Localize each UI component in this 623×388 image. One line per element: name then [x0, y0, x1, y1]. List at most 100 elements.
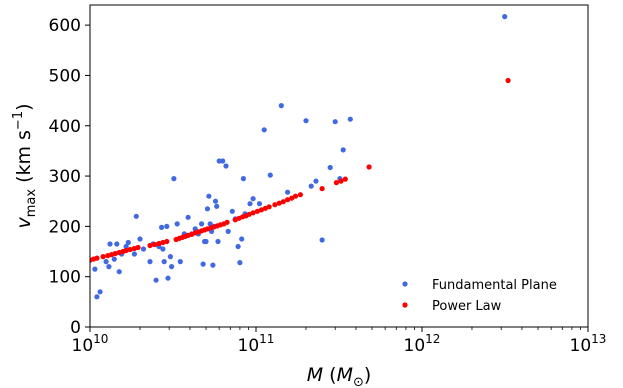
points-layer [90, 14, 511, 300]
y-tick-label: 400 [49, 117, 81, 137]
power-law-point [94, 255, 100, 261]
power-law-point [112, 250, 118, 257]
fundamental-plane-point [214, 203, 220, 209]
power-law-point [100, 254, 106, 260]
power-law-point [127, 246, 133, 253]
fundamental-plane-point [203, 238, 209, 245]
fundamental-plane-point [237, 260, 243, 266]
x-axis-label-unit-sub: ⊙ [353, 375, 364, 388]
y-axis-label: vmax (km s−1) [11, 103, 39, 228]
power-law-point [297, 192, 303, 198]
fundamental-plane-point [212, 198, 219, 204]
fundamental-plane-point [347, 116, 353, 122]
fundamental-plane-point [313, 178, 319, 184]
power-law-point [272, 202, 278, 208]
power-law-point [285, 197, 291, 203]
fundamental-plane-point [250, 196, 256, 202]
fundamental-plane-point [147, 259, 153, 265]
fundamental-plane-point [165, 275, 171, 281]
fundamental-plane-point [502, 14, 508, 20]
legend-marker-power-law [402, 302, 408, 308]
fundamental-plane-point [215, 238, 221, 245]
y-axis-label-var: v [13, 217, 35, 229]
power-law-point [333, 180, 339, 186]
x-axis-label-unit: M [337, 364, 353, 386]
y-axis-label-close: ) [13, 103, 35, 110]
fundamental-plane-point [239, 236, 245, 242]
x-axis-label: M (M⊙) [307, 364, 372, 388]
power-law-point [280, 199, 286, 205]
power-law-point [135, 244, 141, 251]
fundamental-plane-point [327, 164, 333, 171]
power-law-point [366, 164, 372, 170]
fundamental-plane-point [125, 239, 131, 246]
y-tick-label: 0 [70, 318, 81, 338]
legend-label-fundamental-plane: Fundamental Plane [432, 278, 557, 293]
y-tick-label: 100 [49, 268, 81, 288]
power-law-point [319, 186, 325, 192]
fundamental-plane-point [140, 246, 147, 252]
fundamental-plane-point [185, 214, 191, 220]
x-axis-label-open: ( [323, 364, 336, 386]
x-axis-label-var: M [307, 364, 323, 386]
fundamental-plane-point [107, 241, 113, 247]
fundamental-plane-point [174, 221, 180, 227]
fundamental-plane-point [94, 294, 100, 300]
power-law-point [292, 193, 299, 199]
x-tick-label: 1011 [238, 332, 275, 356]
x-axis-label-close: ) [364, 364, 371, 386]
fundamental-plane-point [103, 259, 109, 265]
y-axis-label-unit-sup: −1 [11, 111, 26, 130]
fundamental-plane-point [229, 208, 235, 214]
fundamental-plane-point [133, 213, 139, 219]
fundamental-plane-point [319, 237, 325, 243]
legend: Fundamental Plane Power Law [402, 278, 557, 314]
fundamental-plane-point [97, 289, 103, 295]
fundamental-plane-point [303, 118, 309, 124]
power-law-point [342, 176, 348, 182]
fundamental-plane-point [210, 262, 216, 268]
x-tick-label: 1013 [570, 332, 607, 356]
power-law-point [147, 242, 153, 249]
fundamental-plane-point [278, 103, 284, 109]
fundamental-plane-point [261, 127, 267, 133]
fundamental-plane-point [199, 221, 205, 227]
power-law-point [224, 219, 230, 225]
y-tick-label: 600 [49, 16, 81, 36]
power-law-point [250, 210, 256, 216]
legend-label-power-law: Power Law [432, 299, 502, 314]
fundamental-plane-point [204, 206, 211, 212]
x-axis: 1010 1011 1012 1013 [72, 327, 607, 356]
fundamental-plane-point [285, 189, 291, 195]
legend-marker-fundamental-plane [402, 281, 408, 287]
fundamental-plane-point [340, 147, 346, 153]
fundamental-plane-point [137, 236, 143, 242]
y-tick-label: 300 [49, 167, 81, 187]
y-tick-label: 200 [49, 217, 81, 237]
fundamental-plane-point [225, 228, 231, 234]
fundamental-plane-point [161, 259, 167, 265]
power-law-point [152, 241, 158, 248]
power-law-point [266, 204, 272, 210]
fundamental-plane-point [240, 176, 246, 182]
fundamental-plane-point [169, 264, 175, 270]
power-law-point [160, 239, 166, 246]
power-law-point [164, 238, 170, 245]
fundamental-plane-point [267, 172, 273, 178]
fundamental-plane-point [235, 243, 241, 250]
power-law-point [246, 211, 252, 217]
fundamental-plane-point [177, 259, 183, 265]
fundamental-plane-point [131, 251, 137, 257]
power-law-point [276, 200, 282, 206]
fundamental-plane-point [114, 241, 120, 247]
fundamental-plane-point [308, 183, 314, 189]
fundamental-plane-point [159, 224, 165, 230]
fundamental-plane-point [153, 277, 159, 283]
fundamental-plane-point [92, 266, 98, 272]
plot-frame [89, 4, 589, 328]
y-axis: 0 100 200 300 400 500 600 [49, 16, 90, 338]
fundamental-plane-point [106, 264, 112, 270]
fundamental-plane-point [247, 201, 253, 207]
